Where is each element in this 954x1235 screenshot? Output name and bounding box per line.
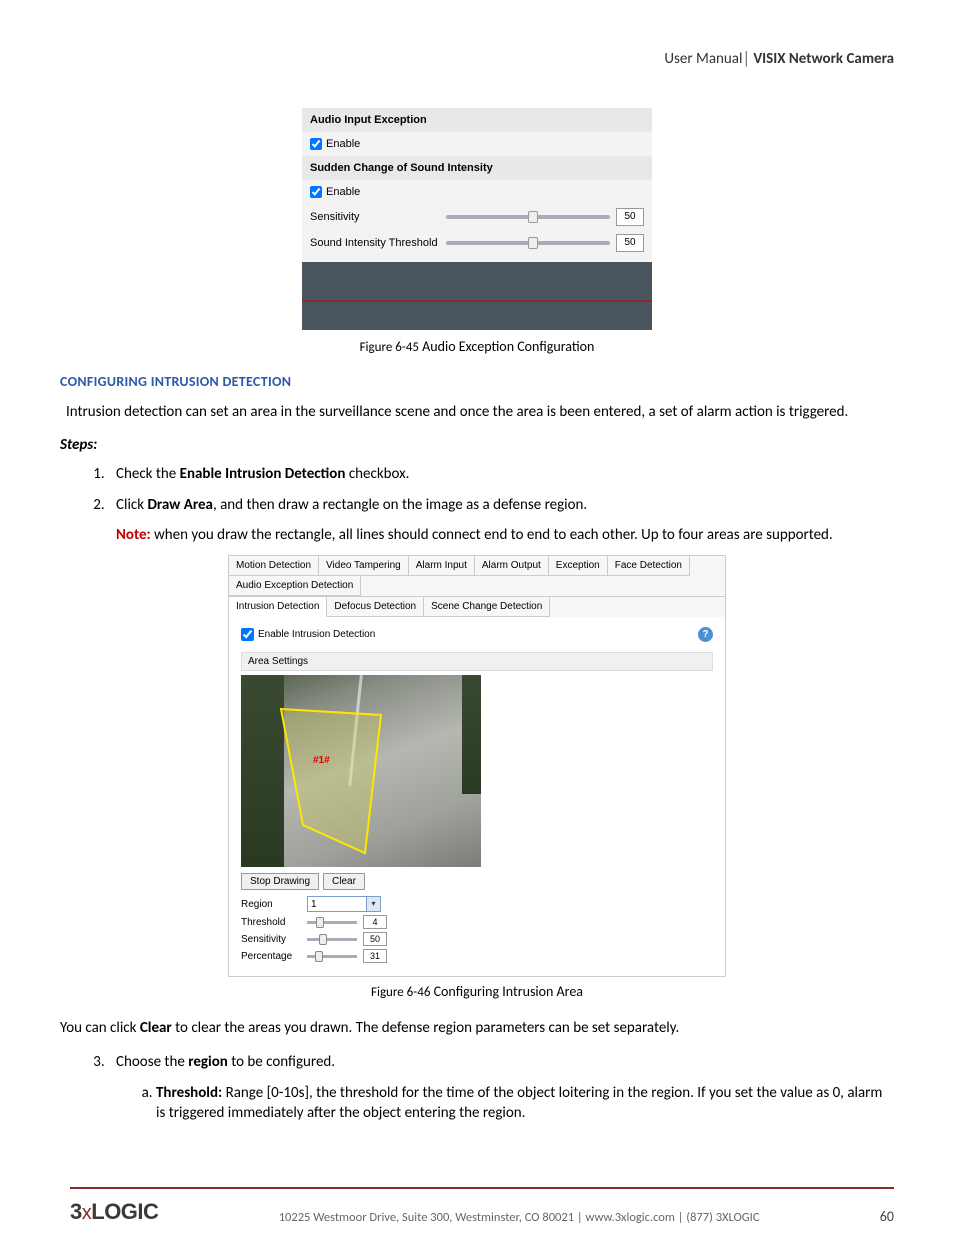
intrusion-sensitivity-slider[interactable]	[307, 938, 357, 941]
tab-alarm-output[interactable]: Alarm Output	[475, 556, 549, 576]
tab-face-detection[interactable]: Face Detection	[608, 556, 690, 576]
intro-text: Intrusion detection can set an area in t…	[66, 402, 888, 422]
audio-enable-checkbox[interactable]	[310, 138, 322, 150]
post-fig-text: You can click Clear to clear the areas y…	[60, 1018, 888, 1038]
region-label: Region	[241, 899, 301, 910]
header-right: VISIX Network Camera	[753, 50, 894, 68]
audio-enable-label: Enable	[326, 138, 360, 150]
sensitivity-slider[interactable]	[446, 215, 610, 219]
threshold-slider[interactable]	[446, 241, 610, 245]
fig45-caption: Figure 6-45 Audio Exception Configuratio…	[60, 338, 894, 355]
tab-intrusion-detection[interactable]: Intrusion Detection	[229, 597, 327, 617]
panel-dark-lower	[302, 302, 652, 330]
tab-motion-detection[interactable]: Motion Detection	[229, 556, 319, 576]
footer-address: 10225 Westmoor Drive, Suite 300, Westmin…	[279, 1210, 760, 1225]
threshold-value[interactable]: 50	[616, 234, 644, 252]
tab-row-1: Motion DetectionVideo TamperingAlarm Inp…	[229, 556, 725, 597]
tab-audio-exception-detection[interactable]: Audio Exception Detection	[229, 576, 361, 596]
step-2: Click Draw Area, and then draw a rectang…	[108, 495, 894, 546]
area-settings-head: Area Settings	[241, 652, 713, 671]
tab-exception[interactable]: Exception	[549, 556, 608, 576]
panel-dark-upper	[302, 262, 652, 300]
step-1: Check the Enable Intrusion Detection che…	[108, 464, 894, 484]
sensitivity-label: Sensitivity	[310, 211, 440, 223]
sub-step-a: Threshold: Range [0-10s], the threshold …	[156, 1083, 894, 1124]
tab-alarm-input[interactable]: Alarm Input	[409, 556, 475, 576]
page-header: User Manual│ VISIX Network Camera	[60, 50, 894, 68]
intrusion-percentage-slider[interactable]	[307, 955, 357, 958]
video-preview[interactable]: #1#	[241, 675, 481, 867]
intrusion-threshold-slider[interactable]	[307, 921, 357, 924]
steps-list: Check the Enable Intrusion Detection che…	[108, 464, 894, 545]
tab-defocus-detection[interactable]: Defocus Detection	[327, 597, 424, 617]
intrusion-threshold-label: Threshold	[241, 917, 301, 928]
detection-polygon	[271, 705, 411, 855]
tab-scene-change-detection[interactable]: Scene Change Detection	[424, 597, 550, 617]
steps-label: Steps:	[60, 436, 894, 454]
stop-drawing-button[interactable]: Stop Drawing	[241, 873, 319, 890]
section-title: CONFIGURING INTRUSION DETECTION	[60, 373, 894, 390]
polygon-label: #1#	[313, 755, 330, 766]
region-select[interactable]: 1 ▾	[307, 896, 381, 912]
page-footer: 3xLOGIC 10225 Westmoor Drive, Suite 300,…	[70, 1187, 894, 1225]
sound-enable-label: Enable	[326, 186, 360, 198]
intrusion-sensitivity-label: Sensitivity	[241, 934, 301, 945]
sub-steps-list: Threshold: Range [0-10s], the threshold …	[156, 1083, 894, 1124]
sound-intensity-head: Sudden Change of Sound Intensity	[302, 156, 652, 180]
page-number: 60	[880, 1208, 894, 1225]
intrusion-detection-panel: Motion DetectionVideo TamperingAlarm Inp…	[228, 555, 726, 977]
tab-row-2: Intrusion DetectionDefocus DetectionScen…	[229, 597, 725, 617]
brand-logo: 3xLOGIC	[70, 1199, 158, 1225]
threshold-label: Sound Intensity Threshold	[310, 237, 440, 249]
intrusion-threshold-value[interactable]: 4	[363, 915, 387, 929]
sensitivity-value[interactable]: 50	[616, 208, 644, 226]
fig46-caption: Figure 6-46 Configuring Intrusion Area	[60, 983, 894, 1000]
enable-intrusion-checkbox[interactable]	[241, 628, 254, 641]
enable-intrusion-label: Enable Intrusion Detection	[258, 629, 375, 640]
step-3: Choose the region to be configured.	[108, 1052, 894, 1072]
header-left: User Manual	[664, 50, 742, 68]
audio-input-exception-head: Audio Input Exception	[302, 108, 652, 132]
sound-enable-checkbox[interactable]	[310, 186, 322, 198]
intrusion-sensitivity-value[interactable]: 50	[363, 932, 387, 946]
audio-exception-panel: Audio Input Exception Enable Sudden Chan…	[302, 108, 652, 330]
clear-button[interactable]: Clear	[323, 873, 365, 890]
intrusion-percentage-label: Percentage	[241, 951, 301, 962]
steps-list-cont: Choose the region to be configured.	[108, 1052, 894, 1072]
intrusion-percentage-value[interactable]: 31	[363, 949, 387, 963]
tab-video-tampering[interactable]: Video Tampering	[319, 556, 409, 576]
chevron-down-icon: ▾	[366, 897, 380, 911]
help-icon[interactable]: ?	[698, 627, 713, 642]
